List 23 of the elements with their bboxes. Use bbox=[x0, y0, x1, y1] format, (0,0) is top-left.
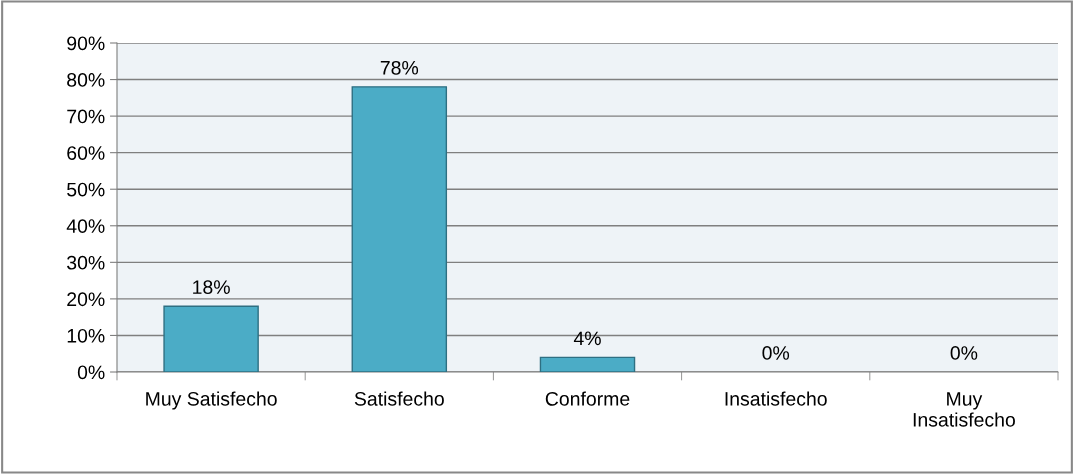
y-tick-label: 20% bbox=[67, 292, 105, 307]
y-tick-label: 60% bbox=[67, 146, 105, 160]
y-tick-label: 10% bbox=[67, 328, 105, 343]
bar bbox=[351, 86, 448, 372]
bar bbox=[163, 305, 259, 372]
data-label: 0% bbox=[950, 346, 978, 360]
y-tick-label: 50% bbox=[67, 182, 105, 197]
y-tick-label: 0% bbox=[77, 365, 105, 380]
bar bbox=[539, 356, 636, 372]
data-label: 0% bbox=[762, 346, 790, 360]
x-tick-label: Satisfecho bbox=[354, 391, 444, 406]
y-tick-label: 70% bbox=[67, 109, 105, 124]
x-tick-label: Insatisfecho bbox=[725, 391, 827, 406]
data-label: 18% bbox=[193, 280, 230, 295]
x-tick-label: Conforme bbox=[545, 391, 630, 406]
y-tick-label: 40% bbox=[66, 219, 105, 234]
y-tick-label: 80% bbox=[67, 73, 105, 87]
y-tick-label: 30% bbox=[67, 255, 105, 270]
data-label: 4% bbox=[573, 331, 601, 346]
x-tick-label: Muy Insatisfecho bbox=[913, 392, 1015, 427]
x-tick-label: Muy Satisfecho bbox=[146, 391, 277, 410]
y-tick-label: 90% bbox=[67, 36, 105, 51]
data-label: 78% bbox=[380, 60, 419, 75]
